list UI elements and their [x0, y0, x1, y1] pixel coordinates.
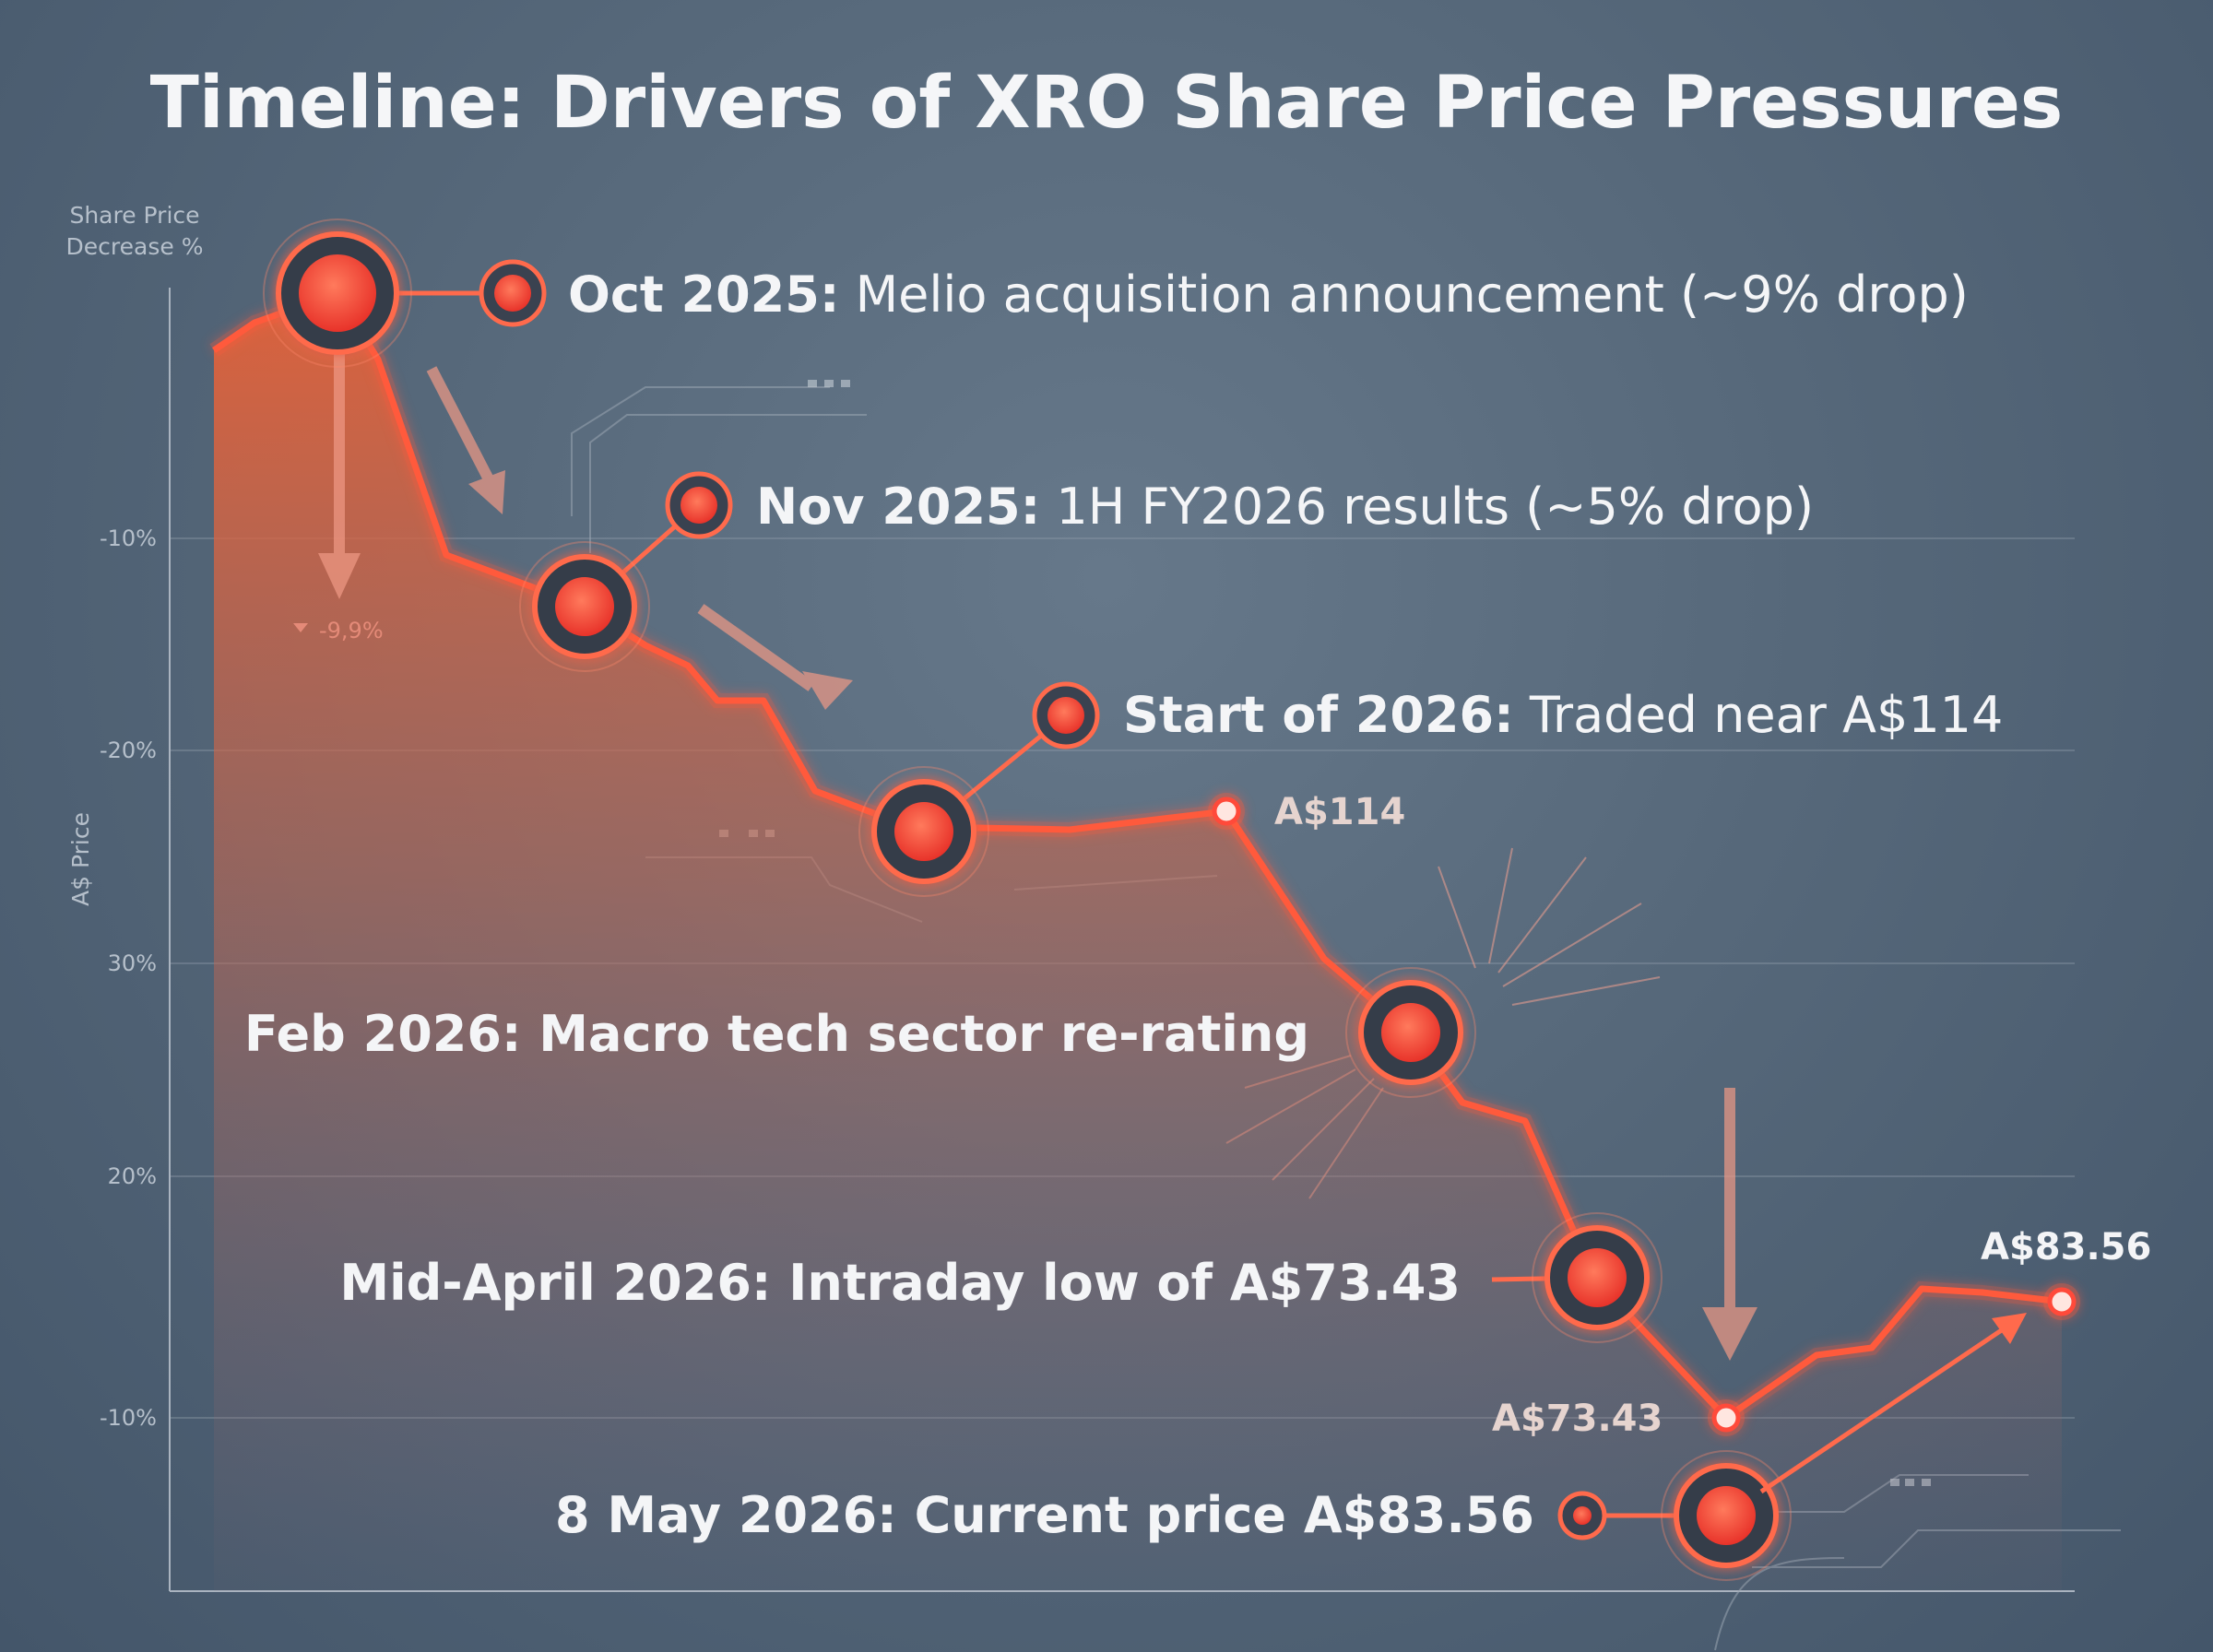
connector-dot-nov-2025 — [680, 487, 717, 524]
connector-dot-start-2026 — [1047, 697, 1084, 734]
event-text-nov-2025: 1H FY2026 results (~5% drop) — [1040, 478, 1814, 536]
marker-dot-nov-2025 — [555, 577, 614, 636]
marker-halo-oct-2025 — [263, 218, 412, 368]
price-point-83-56 — [2047, 1287, 2077, 1316]
event-label-oct-2025: Oct 2025: Melio acquisition announcement… — [568, 266, 1969, 324]
event-date-start-2026: Start of 2026: — [1123, 686, 1514, 744]
connector-dot-may-2026 — [1573, 1506, 1592, 1525]
annotation-arrow — [293, 623, 308, 632]
marker-halo-feb-2026 — [1345, 967, 1476, 1098]
recovery-arrow-line — [1759, 1323, 2010, 1494]
price-point-114 — [1212, 796, 1241, 826]
price-label-73-43: A$73.43 — [1492, 1398, 1663, 1440]
area-fill — [214, 293, 2062, 1591]
connectors — [337, 259, 1726, 1540]
marker-dot-feb-2026 — [1381, 1003, 1440, 1062]
marker-halo-may-2026 — [1661, 1450, 1792, 1581]
series-line — [212, 289, 2063, 1422]
marker-halo-start-2026 — [858, 766, 989, 897]
recovery-arrow-head — [1992, 1313, 2027, 1344]
marker-dot-may-2026 — [1697, 1486, 1756, 1545]
event-label-start-2026: Start of 2026: Traded near A$114 — [1123, 686, 2003, 744]
y-tick-label: 20% — [108, 1163, 157, 1189]
annotation-text: -9,9% — [319, 618, 384, 643]
connector-dot-oct-2025 — [494, 275, 531, 312]
event-date-oct-2025: Oct 2025: — [568, 266, 839, 324]
price-point-73-43 — [1711, 1403, 1741, 1433]
price-label-114: A$114 — [1274, 791, 1405, 833]
marker-dot-mid-april-2026 — [1568, 1248, 1627, 1307]
event-date-nov-2025: Nov 2025: — [756, 478, 1040, 536]
y-tick-label: -20% — [100, 738, 157, 763]
marker-dot-oct-2025 — [299, 254, 376, 332]
price-label-83-56: A$83.56 — [1981, 1226, 2151, 1268]
y-axis-side-label: A$ Price — [67, 812, 94, 906]
y-axis-title-line2: Decrease % — [66, 233, 204, 260]
chart-title: Timeline: Drivers of XRO Share Price Pre… — [150, 62, 2064, 145]
marker-halo-mid-april-2026 — [1532, 1212, 1663, 1343]
price-points — [1208, 793, 2080, 1494]
event-text-oct-2025: Melio acquisition announcement (~9% drop… — [839, 266, 1968, 324]
event-markers — [263, 218, 1792, 1581]
y-tick-labels: -10% -20% 30% 20% -10% — [100, 525, 157, 1431]
y-tick-label: -10% — [100, 1405, 157, 1431]
marker-halo-nov-2025 — [519, 541, 650, 672]
event-label-feb-2026: Feb 2026: Macro tech sector re-rating — [244, 1005, 1309, 1063]
event-text-start-2026: Traded near A$114 — [1514, 686, 2004, 744]
marker-dot-start-2026 — [894, 802, 953, 861]
y-tick-label: -10% — [100, 525, 157, 551]
event-label-may-2026: 8 May 2026: Current price A$83.56 — [555, 1486, 1534, 1544]
event-label-nov-2025: Nov 2025: 1H FY2026 results (~5% drop) — [756, 478, 1814, 536]
event-label-mid-april-2026: Mid-April 2026: Intraday low of A$73.43 — [339, 1254, 1461, 1312]
y-axis-title-line1: Share Price — [69, 202, 199, 229]
y-tick-label: 30% — [108, 950, 157, 976]
